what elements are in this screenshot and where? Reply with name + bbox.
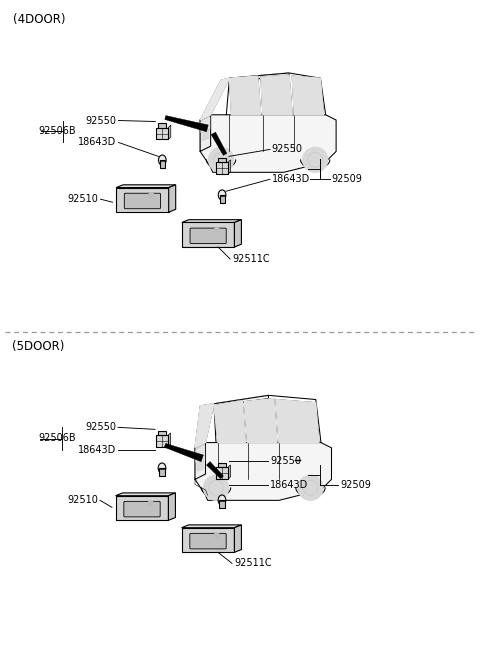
Text: (4DOOR): (4DOOR) <box>13 13 65 26</box>
Polygon shape <box>228 465 230 480</box>
Text: 18643D: 18643D <box>270 480 308 490</box>
FancyBboxPatch shape <box>160 160 165 168</box>
Polygon shape <box>116 188 168 212</box>
Text: 92509: 92509 <box>340 480 371 490</box>
Polygon shape <box>181 527 234 552</box>
Polygon shape <box>276 400 319 443</box>
Text: 92511C: 92511C <box>234 558 272 568</box>
Polygon shape <box>292 76 324 115</box>
Circle shape <box>214 533 219 538</box>
FancyBboxPatch shape <box>219 195 225 203</box>
Polygon shape <box>206 462 223 479</box>
FancyBboxPatch shape <box>216 468 228 480</box>
Text: 92550: 92550 <box>272 144 303 154</box>
Text: 92511C: 92511C <box>232 254 270 264</box>
Text: 92506B: 92506B <box>39 127 76 136</box>
Text: 18643D: 18643D <box>78 137 117 148</box>
Polygon shape <box>168 185 176 212</box>
Polygon shape <box>168 125 171 140</box>
FancyBboxPatch shape <box>156 436 168 447</box>
Polygon shape <box>181 525 241 527</box>
FancyBboxPatch shape <box>216 163 228 174</box>
Ellipse shape <box>218 190 226 200</box>
Ellipse shape <box>158 155 166 165</box>
Circle shape <box>209 148 234 173</box>
Polygon shape <box>116 496 168 520</box>
FancyBboxPatch shape <box>190 533 226 549</box>
Text: 18643D: 18643D <box>78 445 116 455</box>
Circle shape <box>214 227 219 232</box>
Text: (5DOOR): (5DOOR) <box>12 340 64 354</box>
Text: 18643D: 18643D <box>272 174 310 184</box>
Polygon shape <box>234 525 241 552</box>
FancyBboxPatch shape <box>158 431 166 436</box>
Polygon shape <box>244 398 277 443</box>
FancyBboxPatch shape <box>218 463 226 468</box>
Polygon shape <box>234 220 241 247</box>
Circle shape <box>148 192 154 197</box>
Polygon shape <box>197 461 204 471</box>
Polygon shape <box>229 76 261 115</box>
Polygon shape <box>116 493 176 496</box>
Circle shape <box>303 148 328 173</box>
FancyBboxPatch shape <box>158 123 166 127</box>
Polygon shape <box>168 493 176 520</box>
Ellipse shape <box>218 495 226 505</box>
Polygon shape <box>228 160 230 174</box>
Polygon shape <box>261 75 292 115</box>
Polygon shape <box>201 117 210 133</box>
Text: 92510: 92510 <box>68 194 98 204</box>
Polygon shape <box>200 115 211 152</box>
Text: 92550: 92550 <box>270 457 301 466</box>
Circle shape <box>298 475 323 501</box>
Polygon shape <box>195 443 332 501</box>
Polygon shape <box>200 115 336 173</box>
Ellipse shape <box>158 463 166 473</box>
Polygon shape <box>116 185 176 188</box>
Polygon shape <box>214 401 245 443</box>
FancyBboxPatch shape <box>124 194 160 209</box>
Polygon shape <box>182 222 234 247</box>
Polygon shape <box>200 78 229 120</box>
FancyBboxPatch shape <box>219 500 225 508</box>
Polygon shape <box>202 131 208 140</box>
FancyBboxPatch shape <box>159 468 165 476</box>
Text: 92506B: 92506B <box>38 434 76 443</box>
FancyBboxPatch shape <box>156 127 168 140</box>
Text: 92509: 92509 <box>332 174 362 184</box>
Text: 92550: 92550 <box>85 115 117 125</box>
Polygon shape <box>214 396 268 407</box>
Text: 92510: 92510 <box>67 495 98 505</box>
Polygon shape <box>195 443 205 480</box>
Polygon shape <box>164 443 204 462</box>
Polygon shape <box>229 73 289 81</box>
Circle shape <box>148 501 154 506</box>
FancyBboxPatch shape <box>190 228 226 243</box>
Circle shape <box>204 475 228 501</box>
Polygon shape <box>211 132 227 155</box>
FancyBboxPatch shape <box>124 501 160 517</box>
Text: 92550: 92550 <box>85 422 116 432</box>
Polygon shape <box>182 220 241 222</box>
Polygon shape <box>168 433 170 447</box>
Polygon shape <box>195 403 214 448</box>
Polygon shape <box>165 115 208 132</box>
FancyBboxPatch shape <box>218 158 226 163</box>
Polygon shape <box>196 445 204 462</box>
